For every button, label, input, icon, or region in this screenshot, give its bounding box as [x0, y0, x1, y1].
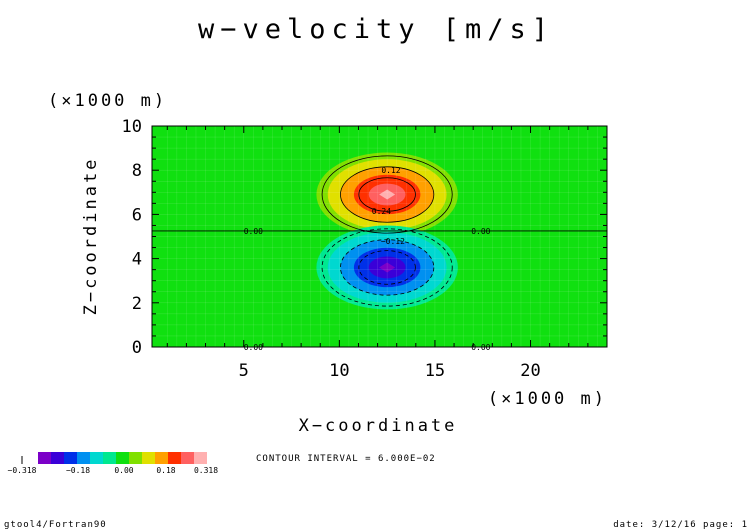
contour-positive-0 — [321, 155, 453, 234]
contour-label: 0.00 — [471, 227, 490, 236]
colorbar-swatch — [77, 452, 90, 464]
x-tick-label: 5 — [239, 361, 249, 381]
colorbar-swatch — [129, 452, 142, 464]
colorbar-swatch — [64, 452, 77, 464]
updraft-peak — [379, 189, 396, 200]
contour-positive-2 — [358, 177, 416, 212]
contour-positive-1 — [340, 166, 435, 223]
colorbar-swatch — [155, 452, 168, 464]
chart-title: w−velocity [m/s] — [198, 14, 554, 45]
colorbar-tick-label: 0.00 — [114, 466, 133, 475]
contour-label: 0.00 — [244, 227, 263, 236]
y-axis-label: Z−coordinate — [81, 157, 101, 316]
footer-right: date: 3/12/16 page: 1 — [613, 520, 748, 530]
x-tick-label: 10 — [329, 361, 349, 381]
colorbar-swatch — [181, 452, 194, 464]
colorbar-tick-label: −0.18 — [66, 466, 90, 475]
y-tick-label: 0 — [132, 338, 142, 358]
colorbar-tick-label: 0.18 — [156, 466, 175, 475]
y-tick-label: 8 — [132, 161, 142, 181]
contour-negative-1 — [340, 239, 435, 296]
colorbar: −0.318 −0.18 0.00 0.18 0.318 — [8, 452, 218, 475]
y-tick-label: 4 — [132, 250, 142, 270]
colorbar-swatch — [38, 452, 51, 464]
x-tick-label: 20 — [520, 361, 540, 381]
contour-field — [152, 126, 607, 347]
x-axis-unit: (×1000 m) — [488, 389, 607, 409]
contour-label: 0.24 — [372, 207, 391, 216]
x-axis-label: X−coordinate — [299, 416, 458, 436]
colorbar-swatch — [194, 452, 207, 464]
colorbar-tick-label: 0.318 — [194, 466, 218, 475]
contour-interval-text: CONTOUR INTERVAL = 6.000E−02 — [256, 454, 436, 464]
downdraft-peak — [379, 262, 396, 273]
colorbar-swatch — [90, 452, 103, 464]
y-tick-label: 2 — [132, 294, 142, 314]
contour-negative-0 — [321, 228, 453, 307]
y-axis-unit: (×1000 m) — [48, 91, 167, 111]
y-axis-ticks: 0 2 4 6 8 10 — [122, 117, 607, 358]
x-tick-label: 15 — [425, 361, 445, 381]
colorbar-tick-label: −0.318 — [8, 466, 37, 475]
footer-left: gtool4/Fortran90 — [4, 520, 107, 530]
colorbar-swatch — [51, 452, 64, 464]
x-axis-ticks: 5 10 15 20 — [166, 126, 608, 381]
contour-lines — [152, 155, 607, 307]
contour-negative-2 — [358, 250, 416, 285]
y-tick-label: 6 — [132, 205, 142, 225]
colorbar-swatch — [116, 452, 129, 464]
colorbar-swatch — [142, 452, 155, 464]
colorbar-swatch — [168, 452, 181, 464]
colorbar-swatch — [103, 452, 116, 464]
y-tick-label: 10 — [122, 117, 142, 137]
contour-label: −0.12 — [381, 237, 405, 246]
contour-label: 0.12 — [381, 166, 400, 175]
